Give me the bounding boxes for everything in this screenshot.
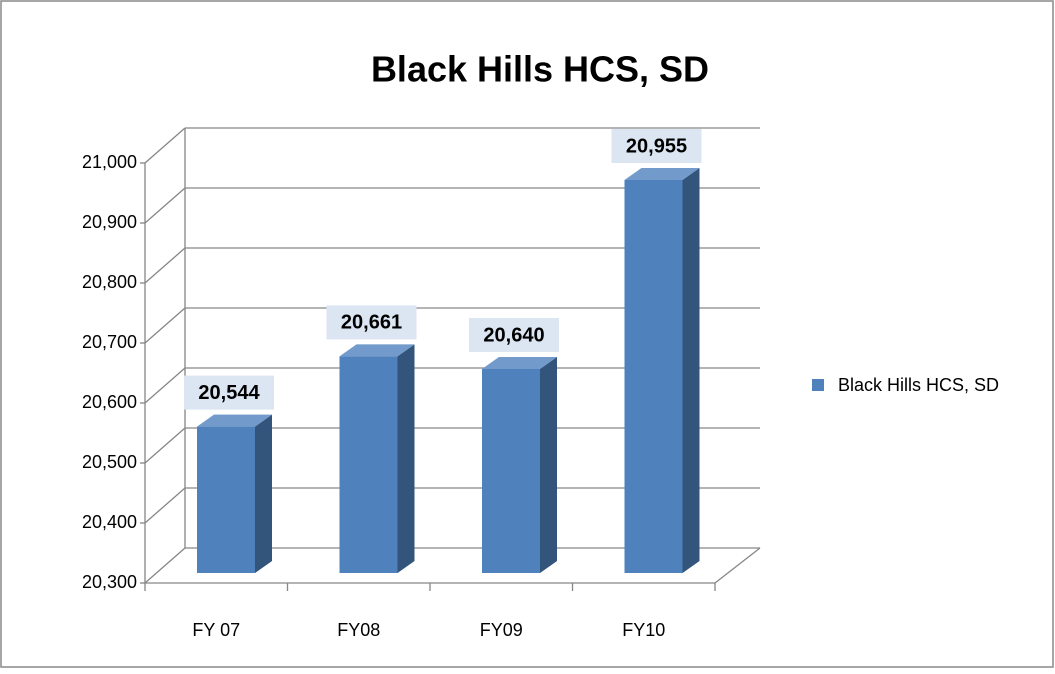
grid-line xyxy=(144,187,186,224)
bar-top-light xyxy=(197,414,272,427)
bar-side xyxy=(540,357,557,573)
bar-top xyxy=(624,168,700,180)
bar-front xyxy=(339,356,398,573)
y-tick-label: 20,500 xyxy=(82,452,137,472)
bar-side xyxy=(397,344,415,573)
bar xyxy=(197,414,272,573)
y-tick-label: 20,800 xyxy=(82,272,137,292)
grid-line xyxy=(144,547,186,584)
bar-side-shade xyxy=(540,357,557,573)
y-tick-label: 20,400 xyxy=(82,512,137,532)
y-tick-label: 20,600 xyxy=(82,392,137,412)
chart-title: Black Hills HCS, SD xyxy=(371,49,709,90)
bar-front xyxy=(197,426,255,573)
bar-front xyxy=(482,369,540,573)
bar-side-shade xyxy=(255,414,272,573)
floor-right xyxy=(714,547,761,584)
x-tick-label: FY09 xyxy=(480,620,523,640)
bar xyxy=(482,357,557,573)
bar xyxy=(339,344,415,573)
y-tick-label: 20,300 xyxy=(82,572,137,592)
value-label-bg xyxy=(184,375,274,410)
value-label-bg xyxy=(469,318,559,352)
y-tick-label: 20,700 xyxy=(82,332,137,352)
bar-side-shade xyxy=(682,168,700,573)
value-label: 20,544 xyxy=(198,382,260,404)
legend-label: Black Hills HCS, SD xyxy=(838,375,999,395)
grid-line xyxy=(144,127,186,164)
bar-top-light xyxy=(624,168,700,180)
grid-line xyxy=(144,427,186,464)
value-label: 20,661 xyxy=(341,312,402,334)
bar-side-shade xyxy=(397,344,415,573)
value-label-bg xyxy=(611,129,702,163)
bar-side xyxy=(255,414,272,573)
x-tick-label: FY10 xyxy=(622,620,665,640)
bar-top-light xyxy=(339,344,415,357)
grid-line xyxy=(144,247,186,284)
bar xyxy=(624,168,700,573)
grid-line xyxy=(144,307,186,344)
bar-top xyxy=(482,357,557,369)
grid-line xyxy=(144,487,186,524)
x-tick-label: FY 07 xyxy=(192,620,240,640)
bar-top xyxy=(339,344,415,357)
legend-swatch xyxy=(812,379,824,391)
bar-side xyxy=(682,168,700,573)
y-tick-label: 20,900 xyxy=(82,212,137,232)
value-label: 20,640 xyxy=(483,324,544,346)
value-label: 20,955 xyxy=(626,135,687,157)
value-label-bg xyxy=(326,305,417,340)
x-tick-label: FY08 xyxy=(337,620,380,640)
bar-front xyxy=(624,180,683,573)
bar-top xyxy=(197,414,272,427)
y-tick-label: 21,000 xyxy=(82,152,137,172)
bar-top-light xyxy=(482,357,557,369)
grid-line xyxy=(144,367,186,404)
